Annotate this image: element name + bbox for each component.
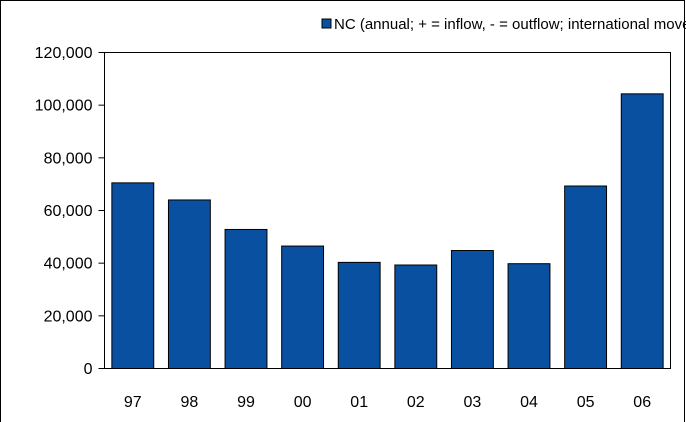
x-axis: 97 98 99 00 01 02 03 04 05 06 [124,394,651,411]
bar-00 [282,246,324,368]
x-tick-label: 00 [294,394,312,411]
x-tick-label: 02 [407,394,425,411]
x-tick-label: 01 [350,394,368,411]
bars [112,94,663,369]
bar-05 [565,186,607,368]
bar-01 [338,262,380,368]
x-tick-label: 99 [237,394,255,411]
x-tick-label: 06 [633,394,651,411]
y-tick-label: 0 [84,361,93,378]
y-tick-label: 60,000 [44,203,93,220]
bar-04 [508,264,550,369]
legend: NC (annual; + = inflow, - = outflow; int… [322,16,686,33]
y-tick-label: 20,000 [44,308,93,325]
bar-03 [451,251,493,369]
y-axis: 0 20,000 40,000 60,000 80,000 100,000 120,000 [35,45,105,378]
bar-99 [225,229,267,368]
x-tick-label: 03 [464,394,482,411]
bar-98 [168,200,210,369]
y-tick-label: 80,000 [44,150,93,167]
x-tick-label: 98 [181,394,199,411]
bar-06 [621,94,663,369]
y-tick-label: 100,000 [35,98,93,115]
y-tick-label: 120,000 [35,45,93,62]
legend-label: NC (annual; + = inflow, - = outflow; int… [334,16,686,33]
legend-swatch [322,19,331,28]
bar-97 [112,183,154,369]
bar-02 [395,265,437,368]
y-tick-label: 40,000 [44,256,93,273]
x-tick-label: 05 [577,394,595,411]
x-tick-label: 97 [124,394,142,411]
x-tick-label: 04 [520,394,538,411]
